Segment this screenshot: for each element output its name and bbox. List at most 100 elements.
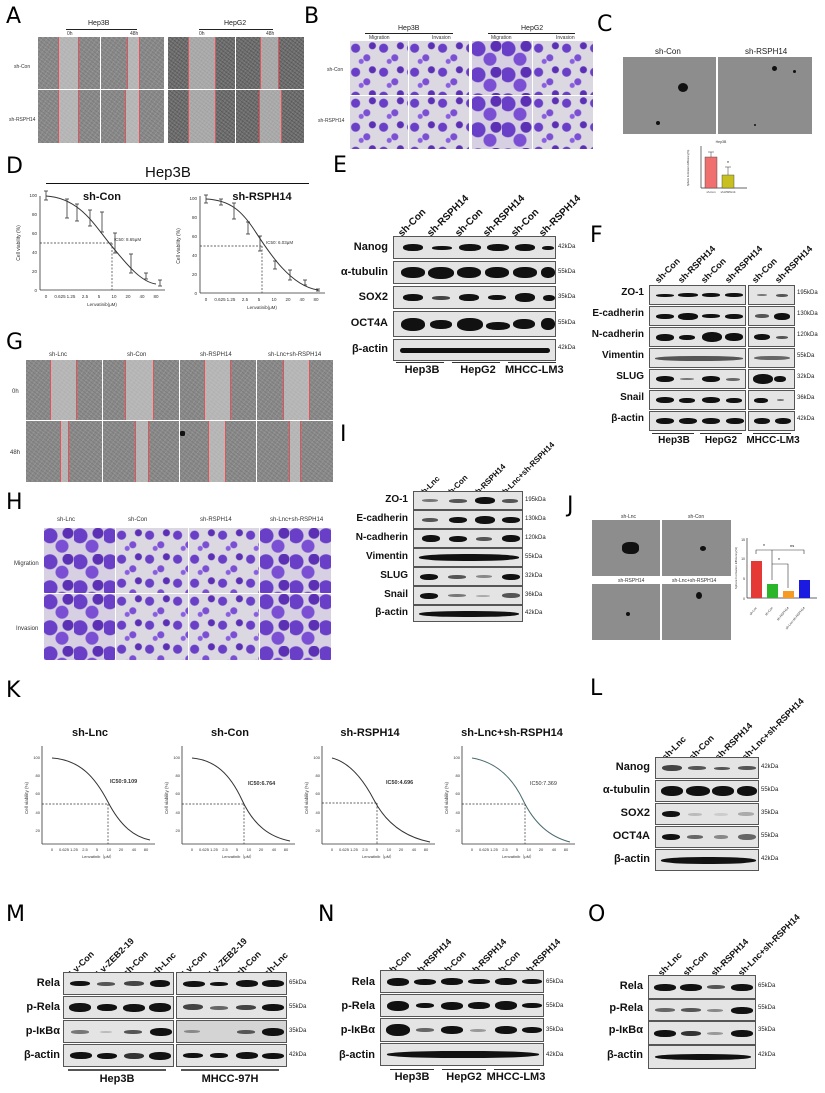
h-image bbox=[189, 594, 259, 660]
i-row-label: N-cadherin bbox=[355, 532, 408, 543]
panel-label-e: E bbox=[333, 153, 347, 178]
o-row-label: p-Rela bbox=[609, 1002, 643, 1014]
g-image bbox=[103, 360, 179, 420]
svg-text:*: * bbox=[727, 161, 729, 167]
svg-text:20: 20 bbox=[316, 828, 321, 833]
h-image bbox=[189, 528, 259, 593]
f-row-label: Vimentin bbox=[601, 350, 644, 361]
f-group-label: HepG2 bbox=[704, 435, 738, 446]
svg-text:40: 40 bbox=[36, 810, 41, 815]
svg-text:80: 80 bbox=[32, 212, 38, 217]
f-row-label: Snail bbox=[620, 392, 644, 403]
svg-text:80: 80 bbox=[456, 773, 461, 778]
svg-text:100: 100 bbox=[453, 755, 460, 760]
o-kda: 55kDa bbox=[758, 1005, 776, 1011]
i-kda: 32kDa bbox=[525, 573, 543, 579]
l-row-label: SOX2 bbox=[620, 807, 650, 819]
m-group-label: MHCC-97H bbox=[201, 1073, 259, 1085]
a-image bbox=[236, 37, 304, 89]
b-col-invasion-2: Invasion bbox=[556, 35, 575, 41]
svg-text:0.625: 0.625 bbox=[199, 847, 210, 852]
panel-label-l: L bbox=[590, 676, 603, 701]
f-blot-right bbox=[748, 285, 795, 431]
i-kda: 42kDa bbox=[525, 610, 543, 616]
svg-text:40: 40 bbox=[316, 810, 321, 815]
svg-text:1.25: 1.25 bbox=[490, 847, 499, 852]
m-kda: 42kDa bbox=[289, 1052, 307, 1058]
e-row-label: Nanog bbox=[353, 241, 388, 253]
svg-text:10: 10 bbox=[111, 294, 117, 299]
e-group-label: HepG2 bbox=[460, 364, 496, 376]
m-row-label: Rela bbox=[36, 977, 60, 989]
svg-text:20: 20 bbox=[456, 828, 461, 833]
m-kda: 55kDa bbox=[289, 1004, 307, 1010]
panel-label-a: A bbox=[6, 4, 22, 29]
l-row-label: β-actin bbox=[613, 853, 650, 865]
c-bar-chart: Hep3B * sh-Con sh-RSPH14 Sphere Formatio… bbox=[686, 140, 747, 194]
g-col-label: sh-Lnc+sh-RSPH14 bbox=[268, 352, 322, 358]
svg-text:IC50:6.764: IC50:6.764 bbox=[248, 781, 276, 787]
i-kda: 55kDa bbox=[525, 554, 543, 560]
f-lane: sh-RSPH14 bbox=[772, 243, 815, 285]
o-kda: 42kDa bbox=[758, 1052, 776, 1058]
f-kda: 195kDa bbox=[797, 290, 818, 296]
m-group-label: Hep3B bbox=[99, 1073, 135, 1085]
o-lane: sh-Con bbox=[680, 949, 710, 978]
l-row-label: Nanog bbox=[615, 761, 650, 773]
svg-text:10: 10 bbox=[271, 297, 277, 302]
b-row-sh-rsph14: sh-RSPH14 bbox=[318, 118, 345, 124]
svg-text:Cell viability (%): Cell viability (%) bbox=[16, 225, 22, 261]
a-image bbox=[38, 37, 100, 89]
svg-text:2.5: 2.5 bbox=[362, 847, 368, 852]
svg-text:IC50: 6.03μM: IC50: 6.03μM bbox=[266, 240, 293, 245]
svg-text:2.5: 2.5 bbox=[82, 847, 88, 852]
g-image bbox=[257, 421, 333, 482]
svg-text:40: 40 bbox=[299, 297, 305, 302]
c-caption-sh-con: sh-Con bbox=[655, 47, 681, 56]
svg-text:40: 40 bbox=[412, 847, 417, 852]
e-kda: 55kDa bbox=[558, 320, 576, 326]
svg-text:1.25: 1.25 bbox=[67, 294, 76, 299]
svg-text:sh-RSPH14: sh-RSPH14 bbox=[776, 606, 790, 622]
a-image bbox=[168, 90, 235, 143]
svg-text:100: 100 bbox=[189, 196, 197, 201]
svg-text:Cell viability (%): Cell viability (%) bbox=[304, 782, 309, 815]
svg-text:Lenvatinib(μM): Lenvatinib(μM) bbox=[87, 302, 117, 307]
svg-text:IC50:4.696: IC50:4.696 bbox=[386, 780, 413, 786]
c-image-sh-con bbox=[623, 57, 716, 134]
svg-text:sh-RSPH14: sh-RSPH14 bbox=[721, 190, 736, 194]
svg-text:5: 5 bbox=[96, 847, 99, 852]
svg-text:1.25: 1.25 bbox=[210, 847, 219, 852]
panel-label-g: G bbox=[6, 330, 24, 355]
c-image-sh-rsph14 bbox=[718, 57, 812, 134]
svg-text:100: 100 bbox=[173, 755, 180, 760]
o-row-label: p-IκBα bbox=[608, 1024, 643, 1036]
b-header-hepg2: HepG2 bbox=[521, 25, 544, 32]
o-blot bbox=[648, 975, 756, 1069]
e-kda: 42kDa bbox=[558, 244, 576, 250]
panel-label-c: C bbox=[597, 12, 613, 37]
svg-text:Lenvatinib（μM）: Lenvatinib（μM） bbox=[502, 854, 534, 859]
svg-text:0: 0 bbox=[194, 291, 197, 296]
svg-text:40: 40 bbox=[552, 847, 557, 852]
e-lane: sh-RSPH14 bbox=[537, 193, 584, 239]
a-row-sh-con: sh-Con bbox=[14, 64, 31, 70]
svg-text:0: 0 bbox=[45, 294, 48, 299]
d-chart-sh-con: sh-Con 0 20 40 60 80 100 0 0.625 1.25 2.5 5 10 2… bbox=[16, 190, 165, 307]
l-kda: 55kDa bbox=[761, 833, 779, 839]
i-row-label: SLUG bbox=[380, 570, 408, 581]
f-row-label: SLUG bbox=[616, 371, 644, 382]
f-group-label: MHCC-LM3 bbox=[746, 435, 800, 446]
e-lane: sh-Con bbox=[396, 206, 429, 239]
f-kda: 130kDa bbox=[797, 311, 818, 317]
panel-label-k: K bbox=[6, 678, 21, 703]
svg-text:40: 40 bbox=[132, 847, 137, 852]
svg-text:10: 10 bbox=[387, 847, 392, 852]
panel-label-b: B bbox=[304, 4, 320, 29]
m-row-label: p-IκBα bbox=[25, 1025, 60, 1037]
f-row-label: ZO-1 bbox=[621, 287, 644, 298]
g-image bbox=[26, 421, 102, 482]
panel-label-m: M bbox=[6, 902, 25, 927]
svg-text:0.625: 0.625 bbox=[54, 294, 66, 299]
j-image bbox=[662, 584, 731, 640]
